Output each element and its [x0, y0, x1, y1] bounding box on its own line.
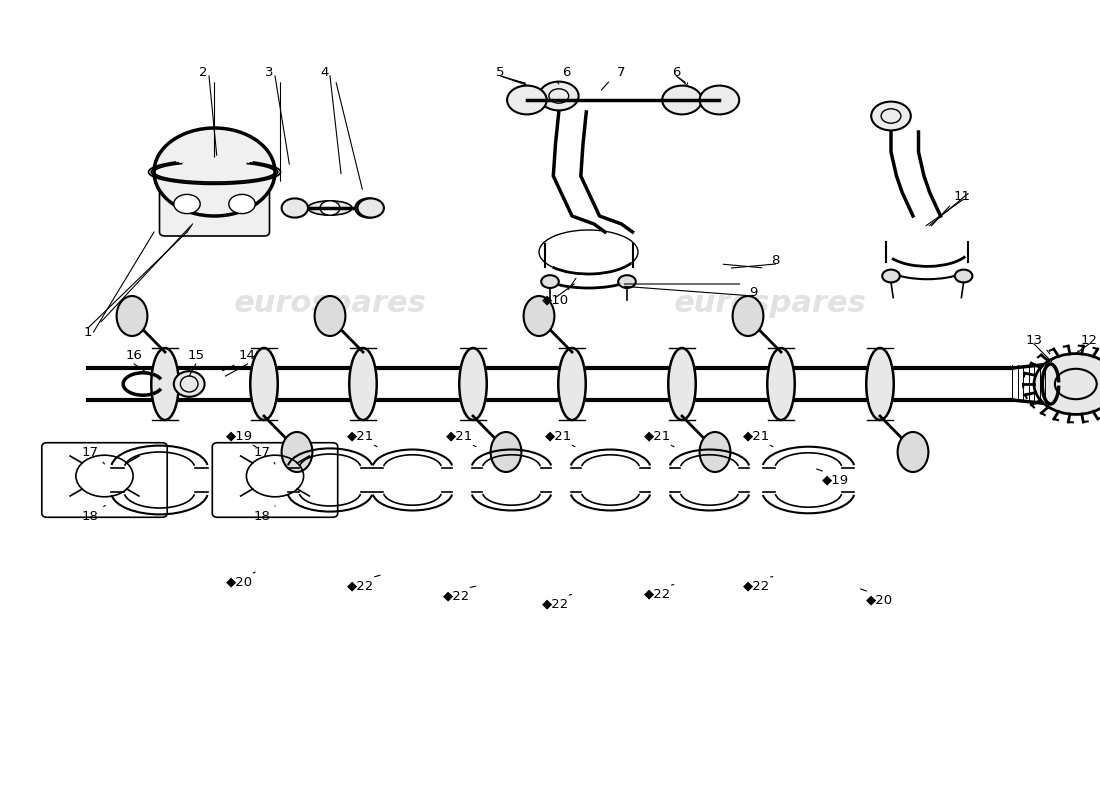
Ellipse shape: [282, 432, 312, 472]
Circle shape: [358, 198, 384, 218]
Text: 12: 12: [1080, 334, 1098, 346]
Text: ◆22: ◆22: [443, 590, 470, 602]
Text: 5: 5: [496, 66, 505, 78]
Circle shape: [282, 198, 308, 218]
Text: 8: 8: [771, 254, 780, 266]
Ellipse shape: [1045, 362, 1062, 406]
Ellipse shape: [491, 432, 521, 472]
Text: ◆20: ◆20: [227, 576, 253, 589]
Ellipse shape: [898, 432, 928, 472]
Text: 17: 17: [253, 446, 271, 458]
Text: ◆10: ◆10: [542, 294, 569, 306]
Circle shape: [1034, 354, 1100, 414]
Circle shape: [955, 270, 972, 282]
Ellipse shape: [558, 348, 585, 420]
Ellipse shape: [174, 371, 205, 397]
Text: ◆21: ◆21: [744, 430, 770, 442]
Ellipse shape: [460, 348, 486, 420]
Circle shape: [154, 128, 275, 216]
Circle shape: [871, 102, 911, 130]
Ellipse shape: [669, 348, 695, 420]
Text: 18: 18: [253, 510, 271, 522]
Text: ◆19: ◆19: [823, 474, 849, 486]
Circle shape: [174, 194, 200, 214]
Circle shape: [507, 86, 547, 114]
FancyBboxPatch shape: [160, 172, 270, 236]
Text: 17: 17: [81, 446, 99, 458]
Ellipse shape: [524, 296, 554, 336]
Text: ◆21: ◆21: [546, 430, 572, 442]
Text: 1: 1: [84, 326, 92, 338]
Text: 2: 2: [199, 66, 208, 78]
Ellipse shape: [350, 348, 376, 420]
Ellipse shape: [117, 296, 147, 336]
Circle shape: [662, 86, 702, 114]
Text: 6: 6: [672, 66, 681, 78]
Text: 6: 6: [562, 66, 571, 78]
Text: ◆21: ◆21: [447, 430, 473, 442]
Text: ◆22: ◆22: [542, 598, 569, 610]
Circle shape: [539, 82, 579, 110]
Text: 4: 4: [320, 66, 329, 78]
Circle shape: [229, 194, 255, 214]
Circle shape: [618, 275, 636, 288]
Text: 7: 7: [617, 66, 626, 78]
Text: 13: 13: [1025, 334, 1043, 346]
Text: ◆21: ◆21: [348, 430, 374, 442]
Circle shape: [320, 201, 340, 215]
Text: ◆19: ◆19: [227, 430, 253, 442]
Text: ◆22: ◆22: [744, 579, 770, 592]
Text: 3: 3: [265, 66, 274, 78]
Text: 14: 14: [239, 350, 256, 362]
Ellipse shape: [152, 348, 178, 420]
Text: ◆22: ◆22: [348, 579, 374, 592]
Text: ◆21: ◆21: [645, 430, 671, 442]
Circle shape: [541, 275, 559, 288]
Text: ◆20: ◆20: [867, 594, 893, 606]
Ellipse shape: [733, 296, 763, 336]
Ellipse shape: [768, 348, 794, 420]
Text: 15: 15: [187, 350, 205, 362]
Circle shape: [882, 270, 900, 282]
Circle shape: [700, 86, 739, 114]
Ellipse shape: [700, 432, 730, 472]
Ellipse shape: [867, 348, 893, 420]
Text: 16: 16: [125, 350, 143, 362]
Text: 18: 18: [81, 510, 99, 522]
Text: eurospares: eurospares: [673, 290, 867, 318]
Text: ◆22: ◆22: [645, 587, 671, 600]
Ellipse shape: [251, 348, 277, 420]
Text: eurospares: eurospares: [233, 290, 427, 318]
Ellipse shape: [308, 201, 352, 215]
Ellipse shape: [315, 296, 345, 336]
Text: 9: 9: [749, 286, 758, 298]
Text: 11: 11: [954, 190, 971, 202]
